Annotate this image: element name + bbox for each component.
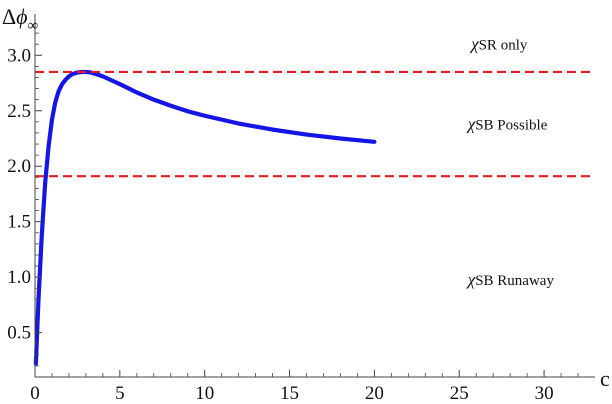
y-tick-label: 2.5: [7, 101, 31, 122]
x-axis-label: c: [600, 366, 610, 391]
plot-area: [33, 69, 595, 366]
axes: 0 5 10 15 20 25 30 0.5 1.0 1.5 2.0 2.5 3.0: [7, 14, 595, 404]
y-axis-label-subscript: ∞: [28, 18, 39, 34]
region-annotation-0: χSR only: [469, 35, 528, 54]
annotation-chi-symbol: χ: [469, 35, 479, 54]
y-tick-label: 2.0: [7, 156, 31, 177]
series-line-0: [33, 69, 377, 366]
x-tick-label: 30: [535, 383, 554, 404]
annotation-text: SR only: [479, 38, 528, 54]
y-tick-label: 0.5: [7, 323, 31, 344]
x-tick-label: 20: [365, 383, 384, 404]
x-tick-label: 15: [280, 383, 299, 404]
annotation-text: SB Possible: [475, 118, 547, 134]
x-tick-label: 25: [450, 383, 469, 404]
annotation-chi-symbol: χ: [466, 115, 476, 134]
y-axis-label: Δϕ∞: [2, 4, 38, 34]
annotation-chi-symbol: χ: [466, 270, 476, 289]
region-annotation-2: χSB Runaway: [466, 270, 555, 289]
x-tick-label: 10: [195, 383, 214, 404]
region-annotation-1: χSB Possible: [466, 115, 548, 134]
x-tick-label: 0: [30, 383, 40, 404]
y-tick-label: 1.0: [7, 267, 31, 288]
y-tick-label: 1.5: [7, 212, 31, 233]
annotation-text: SB Runaway: [475, 273, 554, 289]
y-axis-label-symbol: ϕ: [16, 4, 27, 29]
y-tick-label: 3.0: [7, 45, 31, 66]
y-axis-label-delta: Δ: [2, 4, 16, 29]
x-tick-label: 5: [115, 383, 125, 404]
